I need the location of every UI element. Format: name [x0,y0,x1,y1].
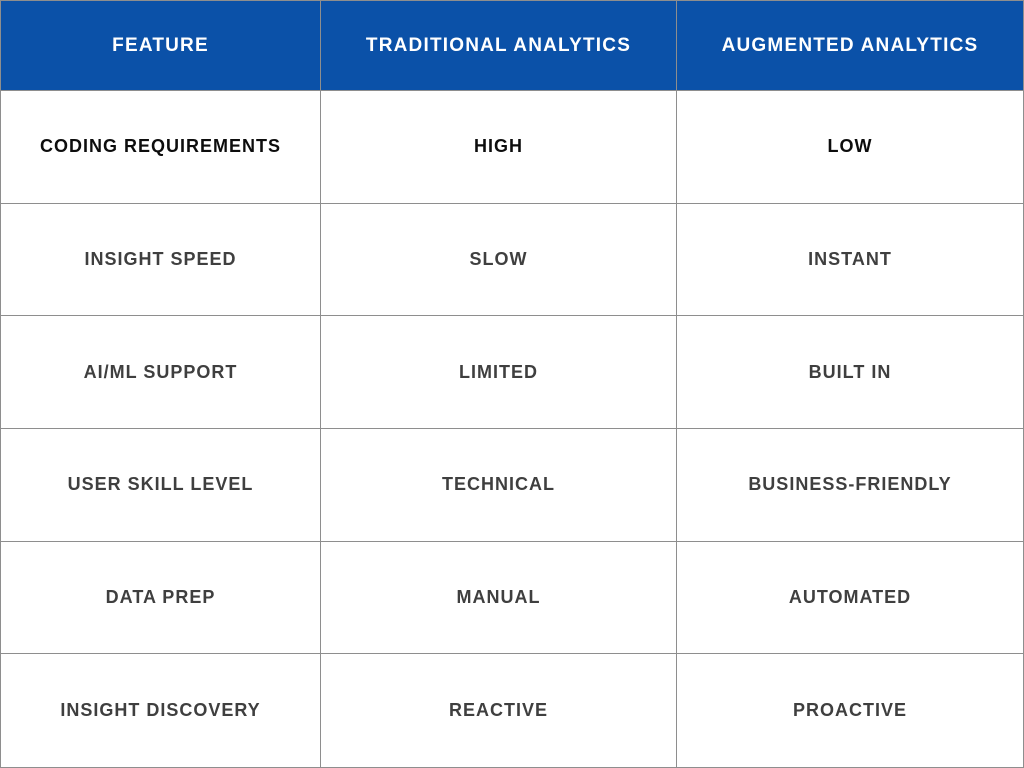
augmented-value-cell: PROACTIVE [677,654,1023,767]
augmented-value-cell: BUILT IN [677,316,1023,428]
traditional-value-cell: HIGH [321,91,677,203]
table-row-data-prep: DATA PREP MANUAL AUTOMATED [1,541,1023,655]
augmented-value-cell: AUTOMATED [677,541,1023,654]
feature-cell: INSIGHT DISCOVERY [1,654,321,767]
table-row-insight-speed: INSIGHT SPEED SLOW INSTANT [1,203,1023,317]
table-row-insight-discovery: INSIGHT DISCOVERY REACTIVE PROACTIVE [1,654,1023,767]
feature-cell: AI/ML SUPPORT [1,316,321,428]
table-row-coding-requirements: CODING REQUIREMENTS HIGH LOW [1,91,1023,204]
feature-cell: DATA PREP [1,541,321,654]
table-row-user-skill-level: USER SKILL LEVEL TECHNICAL BUSINESS-FRIE… [1,428,1023,542]
feature-cell: CODING REQUIREMENTS [1,91,321,203]
column-header-traditional-analytics: TRADITIONAL ANALYTICS [321,1,677,90]
traditional-value-cell: SLOW [321,203,677,316]
augmented-value-cell: INSTANT [677,203,1023,316]
column-header-feature: FEATURE [1,1,321,90]
traditional-value-cell: LIMITED [321,316,677,428]
feature-cell: INSIGHT SPEED [1,203,321,316]
table-row-ai-ml-support: AI/ML SUPPORT LIMITED BUILT IN [1,316,1023,429]
traditional-value-cell: TECHNICAL [321,428,677,541]
augmented-value-cell: LOW [677,91,1023,203]
traditional-value-cell: MANUAL [321,541,677,654]
feature-cell: USER SKILL LEVEL [1,428,321,541]
traditional-value-cell: REACTIVE [321,654,677,767]
column-header-augmented-analytics: AUGMENTED ANALYTICS [677,1,1023,90]
augmented-value-cell: BUSINESS-FRIENDLY [677,428,1023,541]
table-header-row: FEATURE TRADITIONAL ANALYTICS AUGMENTED … [1,1,1023,91]
